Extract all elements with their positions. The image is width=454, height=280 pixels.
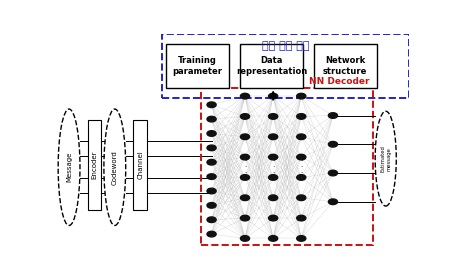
Circle shape (207, 174, 216, 179)
Circle shape (328, 113, 337, 118)
Circle shape (328, 170, 337, 176)
Circle shape (297, 175, 306, 180)
Circle shape (241, 154, 250, 160)
Text: Training
parameter: Training parameter (173, 56, 222, 76)
Bar (314, 44, 377, 87)
Bar (240, 44, 303, 87)
Circle shape (241, 175, 250, 180)
Circle shape (207, 159, 216, 165)
Text: Network
structure: Network structure (323, 56, 367, 76)
Bar (166, 44, 229, 87)
Circle shape (269, 134, 278, 140)
Circle shape (207, 202, 216, 208)
Circle shape (269, 175, 278, 180)
Text: Message: Message (66, 152, 72, 183)
Bar (133, 120, 147, 210)
Circle shape (269, 114, 278, 119)
Circle shape (241, 215, 250, 221)
Circle shape (241, 235, 250, 241)
Text: ·
·
·: · · · (244, 158, 246, 176)
Circle shape (328, 141, 337, 147)
Text: ·
·
·: · · · (272, 158, 274, 176)
Circle shape (297, 114, 306, 119)
Circle shape (269, 215, 278, 221)
Circle shape (207, 188, 216, 194)
Circle shape (207, 231, 216, 237)
Circle shape (297, 134, 306, 140)
Circle shape (269, 93, 278, 99)
Bar (88, 120, 101, 210)
Circle shape (297, 154, 306, 160)
Circle shape (297, 195, 306, 200)
Text: Estimated
message: Estimated message (380, 145, 391, 172)
Bar (163, 34, 409, 98)
Text: NN Decoder: NN Decoder (309, 78, 370, 87)
Circle shape (297, 235, 306, 241)
Circle shape (241, 93, 250, 99)
Bar (201, 87, 374, 245)
Circle shape (328, 199, 337, 205)
Circle shape (207, 217, 216, 223)
Text: Data
representation: Data representation (236, 56, 307, 76)
Circle shape (207, 131, 216, 136)
Circle shape (207, 102, 216, 108)
Text: 학습 기법 도출: 학습 기법 도출 (262, 41, 309, 51)
Text: ·
·
·: · · · (300, 158, 302, 176)
Text: Encoder: Encoder (91, 151, 98, 179)
Circle shape (269, 235, 278, 241)
Circle shape (241, 195, 250, 200)
Circle shape (297, 93, 306, 99)
Circle shape (207, 145, 216, 151)
Text: Channel: Channel (137, 151, 143, 179)
Circle shape (241, 134, 250, 140)
Circle shape (207, 116, 216, 122)
Circle shape (269, 195, 278, 200)
Text: Codeword: Codeword (112, 150, 118, 185)
Circle shape (297, 215, 306, 221)
Circle shape (269, 154, 278, 160)
Circle shape (241, 114, 250, 119)
